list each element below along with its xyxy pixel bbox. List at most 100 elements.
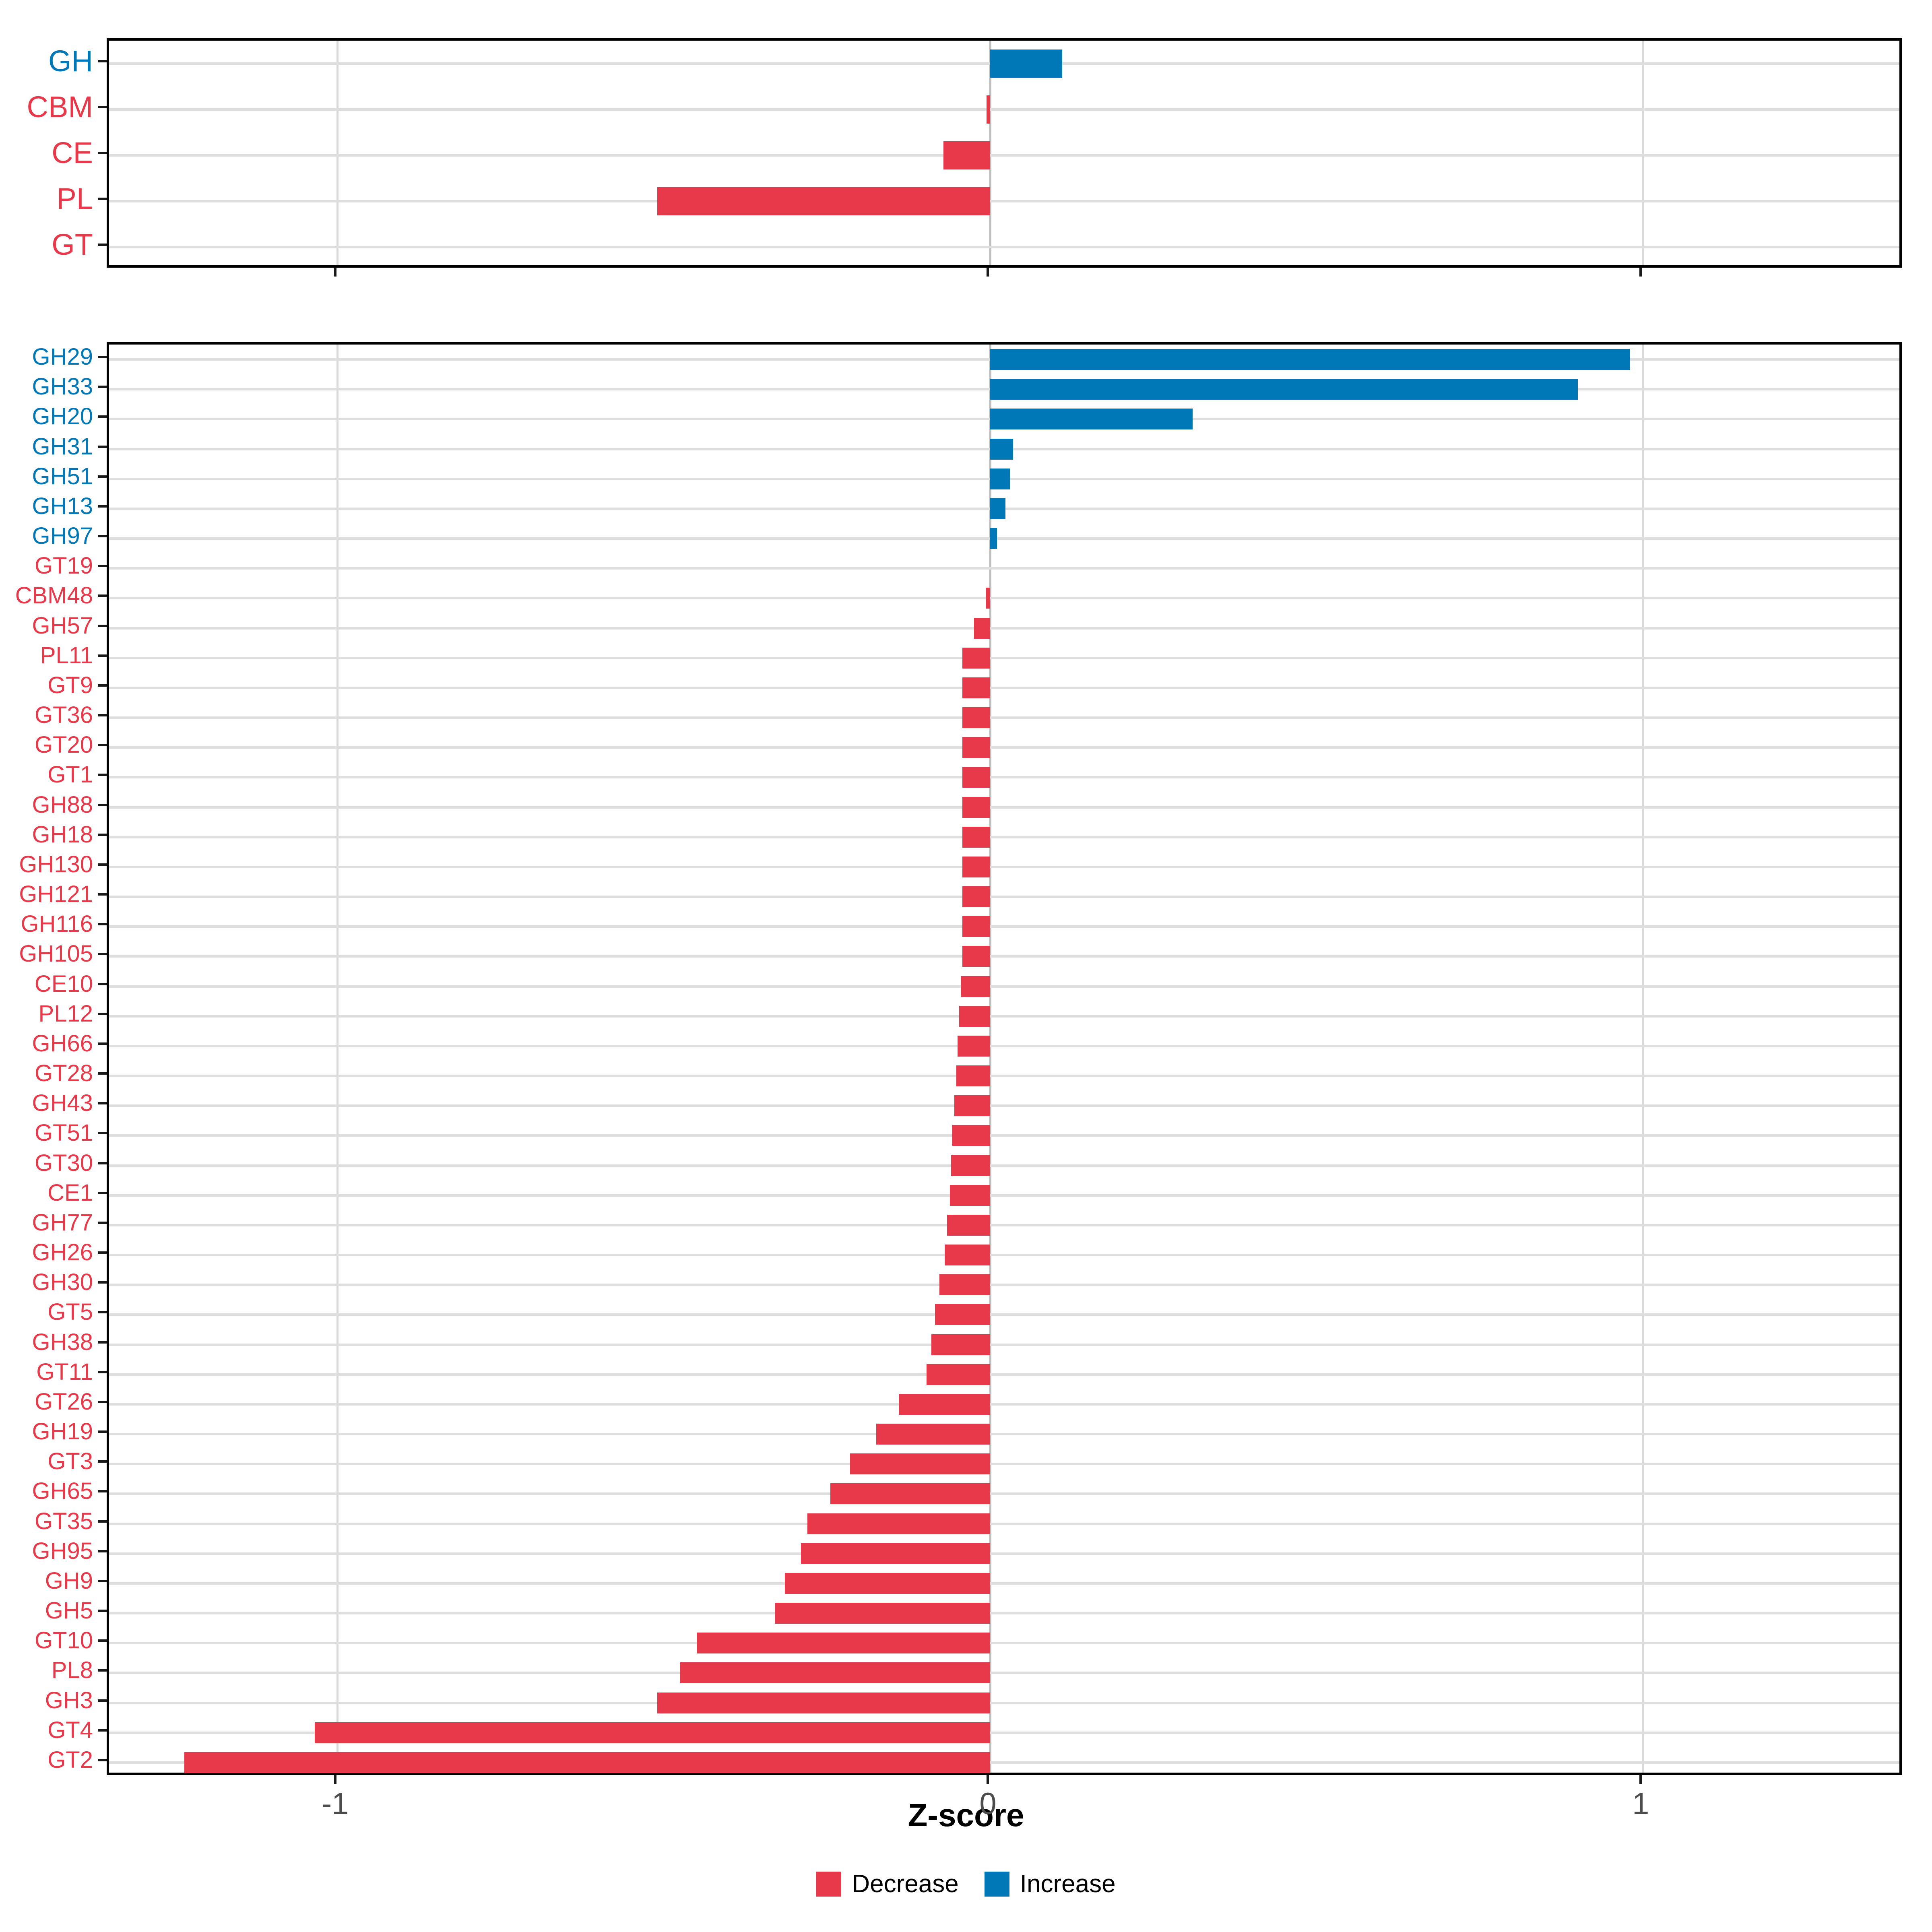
bar-GT51[interactable] — [952, 1125, 991, 1146]
bar-CBM[interactable] — [986, 95, 991, 124]
y-axis-label-GH5: GH5 — [45, 1598, 93, 1624]
legend-label-decrease: Decrease — [852, 1870, 959, 1898]
gridline-horizontal — [109, 1075, 1899, 1077]
gridline-horizontal — [109, 1254, 1899, 1257]
bar-GH30[interactable] — [939, 1274, 991, 1296]
y-tick-GH19 — [98, 1430, 107, 1433]
bar-GH9[interactable] — [784, 1573, 991, 1594]
bar-GH121[interactable] — [962, 886, 991, 908]
bar-GH95[interactable] — [801, 1543, 991, 1564]
bar-GT26[interactable] — [899, 1393, 991, 1415]
y-tick-GH29 — [98, 356, 107, 359]
y-axis-label-GH65: GH65 — [32, 1478, 93, 1505]
bar-GH97[interactable] — [990, 528, 997, 549]
bar-GT20[interactable] — [962, 737, 991, 758]
bar-PL[interactable] — [657, 187, 991, 216]
bar-GT9[interactable] — [962, 677, 991, 698]
y-axis-label-GT35: GT35 — [34, 1508, 93, 1534]
bar-GT5[interactable] — [935, 1304, 991, 1325]
bar-GT35[interactable] — [807, 1513, 991, 1534]
x-tick-label-1: 1 — [1632, 1787, 1649, 1821]
bar-GH51[interactable] — [990, 468, 1010, 489]
bar-GT2[interactable] — [184, 1752, 991, 1773]
bar-GT30[interactable] — [951, 1155, 991, 1176]
y-axis-label-GT30: GT30 — [34, 1150, 93, 1176]
y-axis-label-GT51: GT51 — [34, 1120, 93, 1146]
bar-GT4[interactable] — [314, 1722, 991, 1743]
bar-GH116[interactable] — [962, 916, 991, 937]
y-axis-label-GT9: GT9 — [47, 672, 93, 698]
gridline-horizontal — [109, 1552, 1899, 1555]
bar-GT36[interactable] — [962, 707, 991, 729]
bar-GH[interactable] — [990, 49, 1062, 78]
gridline-horizontal — [109, 154, 1899, 157]
y-tick-GH51 — [98, 475, 107, 478]
y-tick-PL — [98, 198, 107, 200]
y-axis-label-GH116: GH116 — [21, 911, 93, 937]
bar-GH38[interactable] — [931, 1334, 991, 1355]
bar-GH19[interactable] — [876, 1424, 991, 1445]
bar-GT11[interactable] — [926, 1364, 991, 1385]
bar-GH66[interactable] — [958, 1035, 991, 1057]
y-axis-label-GH130: GH130 — [19, 851, 93, 877]
y-tick-GT9 — [98, 684, 107, 687]
y-tick-GH18 — [98, 833, 107, 836]
y-axis-label-GT19: GT19 — [34, 553, 93, 579]
y-axis-label-GH31: GH31 — [32, 433, 93, 460]
bar-PL11[interactable] — [962, 647, 991, 669]
y-axis-label-GT10: GT10 — [34, 1627, 93, 1654]
bar-GT10[interactable] — [696, 1633, 991, 1654]
y-tick-GT3 — [98, 1460, 107, 1463]
y-axis-label-GH105: GH105 — [19, 941, 93, 967]
bar-GH65[interactable] — [830, 1483, 991, 1505]
bar-GH105[interactable] — [962, 946, 991, 967]
gridline-horizontal — [109, 1313, 1899, 1316]
y-axis-label-GH51: GH51 — [32, 463, 93, 489]
bar-GT28[interactable] — [956, 1065, 991, 1087]
bar-GH20[interactable] — [990, 409, 1193, 430]
bar-GH29[interactable] — [990, 349, 1630, 370]
bar-PL12[interactable] — [959, 1005, 991, 1027]
legend-item-decrease[interactable]: Decrease — [816, 1870, 959, 1898]
y-tick-PL11 — [98, 654, 107, 657]
y-axis-label-GH33: GH33 — [32, 374, 93, 400]
legend-item-increase[interactable]: Increase — [984, 1872, 1116, 1897]
top-x-tick--1 — [334, 268, 336, 277]
y-axis-label-GH20: GH20 — [32, 403, 93, 430]
bar-CBM48[interactable] — [986, 588, 991, 609]
bar-GH31[interactable] — [990, 438, 1013, 460]
bar-CE10[interactable] — [961, 976, 991, 997]
y-tick-CBM — [98, 106, 107, 108]
bar-GH43[interactable] — [954, 1095, 991, 1117]
gridline-horizontal — [109, 865, 1899, 868]
bar-GH57[interactable] — [974, 617, 991, 639]
legend-swatch-increase — [984, 1872, 1009, 1897]
bar-GH130[interactable] — [962, 856, 991, 877]
y-axis-label-GH66: GH66 — [32, 1030, 93, 1057]
bar-GT1[interactable] — [962, 767, 991, 788]
bar-GT3[interactable] — [850, 1453, 991, 1475]
y-axis-label-GH9: GH9 — [45, 1567, 93, 1594]
gridline-horizontal — [109, 1701, 1899, 1704]
y-tick-CE10 — [98, 983, 107, 985]
bottom-plot-area — [107, 342, 1902, 1775]
y-axis-label-GH13: GH13 — [32, 493, 93, 519]
bar-GH26[interactable] — [944, 1245, 991, 1266]
bar-PL8[interactable] — [680, 1662, 991, 1684]
y-tick-GH5 — [98, 1610, 107, 1612]
y-axis-label-GH43: GH43 — [32, 1090, 93, 1117]
y-tick-GT — [98, 244, 107, 246]
bar-CE[interactable] — [943, 141, 991, 170]
bar-GH88[interactable] — [962, 797, 991, 818]
bar-GH33[interactable] — [990, 379, 1578, 400]
gridline-horizontal — [109, 1403, 1899, 1406]
y-axis-label-PL12: PL12 — [38, 1000, 93, 1027]
gridline-horizontal — [109, 597, 1899, 600]
bar-GH77[interactable] — [947, 1214, 991, 1236]
bar-CE1[interactable] — [949, 1185, 991, 1206]
y-tick-GH66 — [98, 1042, 107, 1045]
bar-GH18[interactable] — [962, 826, 991, 848]
bar-GH13[interactable] — [990, 498, 1005, 519]
bar-GH5[interactable] — [775, 1603, 991, 1624]
bar-GH3[interactable] — [657, 1692, 991, 1713]
